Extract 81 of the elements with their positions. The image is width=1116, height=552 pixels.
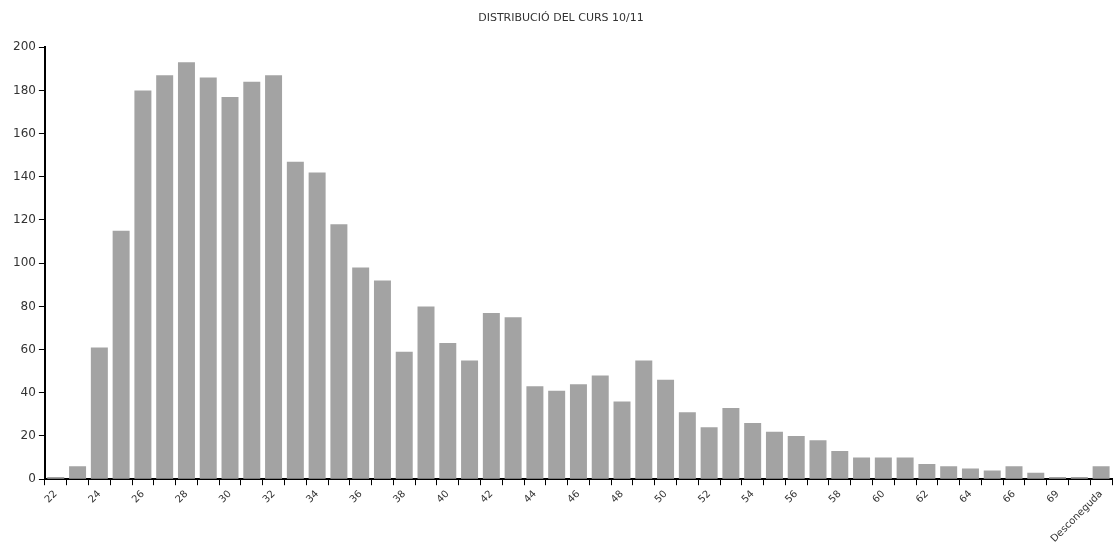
x-tick-label: 60 [869,487,887,505]
x-tick-label: 52 [695,487,713,505]
bar [1027,472,1045,479]
bar [591,375,609,479]
bar [330,224,348,479]
chart-title: DISTRIBUCIÓ DEL CURS 10/11 [478,11,644,25]
x-tick-label: 30 [216,487,234,505]
x-tick-label: 24 [85,487,103,505]
bar [1005,466,1023,479]
x-tick-label: 56 [782,487,800,505]
x-tick-label: 50 [652,487,669,505]
y-tick-label: 80 [20,298,36,313]
x-tick-label: 58 [826,487,844,505]
bar [961,468,979,479]
x-tick-label: 38 [390,487,408,505]
bar [221,96,239,479]
bar [243,81,261,479]
y-tick-label: 140 [13,168,36,183]
bar [787,436,805,479]
bar [722,407,740,479]
y-tick-label: 160 [13,125,36,140]
x-tick-label: 36 [347,487,364,505]
y-tick-label: 180 [13,82,36,97]
bar [657,379,675,479]
bar [373,280,391,479]
bar [678,412,696,479]
x-tick-label: 64 [956,487,974,505]
bar [613,401,631,479]
bar [635,360,653,479]
bar [744,423,762,479]
bar [940,466,958,479]
x-tick-label: 42 [477,487,495,505]
bar [286,161,304,479]
bar [308,172,326,479]
y-tick-label: 60 [20,341,36,356]
bar [569,384,587,479]
x-tick-label: 48 [608,487,626,505]
bar [896,457,914,479]
bar [983,470,1001,479]
bar [809,440,827,479]
x-tick-label: 34 [303,487,321,505]
bar [90,347,108,479]
bar [112,230,130,479]
x-tick-label: 46 [564,487,582,505]
x-tick-label: 62 [913,487,931,505]
bar [352,267,370,479]
bar [134,90,152,479]
x-tick-label: 66 [1000,487,1018,505]
bar [765,431,783,479]
bar [918,464,936,479]
x-tick-label: 40 [434,487,452,505]
x-tick-label: 26 [129,487,147,505]
y-tick-label: 40 [20,384,36,399]
bar [69,466,87,479]
bar [417,306,435,479]
bar [156,75,174,479]
y-tick-label: 100 [13,255,36,270]
bar [395,351,413,479]
bar [504,317,522,479]
y-tick-label: 20 [20,428,36,443]
x-tick-label: 54 [739,487,756,505]
y-tick-label: 0 [28,471,36,486]
x-tick-label: 22 [42,487,60,505]
x-tick-label: 28 [172,487,190,505]
y-tick-label: 120 [13,212,36,227]
bar [700,427,718,479]
bar [853,457,871,479]
bar [1092,466,1110,479]
bar [874,457,892,479]
x-tick-label: 32 [260,487,277,505]
bar [831,451,849,479]
bar [461,360,479,479]
bar [199,77,217,479]
bar [439,343,457,479]
bar [548,390,566,479]
bar [265,75,283,479]
bar [482,312,500,479]
bar [177,62,195,479]
x-tick-label: 44 [521,487,539,505]
y-tick-label: 200 [13,39,36,54]
bar [526,386,544,479]
